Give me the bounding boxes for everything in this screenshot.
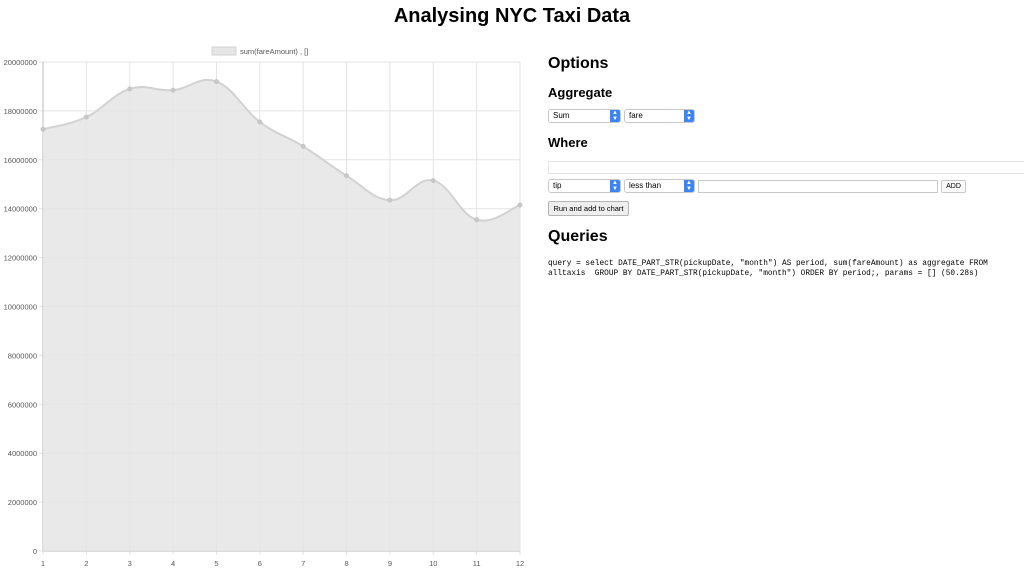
y-tick-label: 10000000	[4, 303, 37, 312]
x-tick-label: 10	[429, 559, 437, 568]
page-title: Analysing NYC Taxi Data	[393, 5, 631, 27]
aggregate-heading: Aggregate	[548, 85, 613, 100]
data-point	[214, 79, 219, 85]
data-point	[344, 173, 349, 179]
y-tick-label: 8000000	[8, 351, 37, 360]
where-operator-value: less than	[629, 181, 662, 190]
select-arrows-icon: ▲ ▼	[684, 180, 694, 192]
y-tick-label: 12000000	[4, 254, 37, 263]
x-tick-label: 8	[344, 559, 348, 568]
y-tick-label: 14000000	[4, 205, 37, 214]
series-area-fill	[43, 79, 520, 552]
add-condition-button[interactable]: ADD	[941, 180, 966, 193]
y-tick-label: 18000000	[4, 107, 37, 116]
y-tick-label: 0	[33, 547, 37, 556]
select-arrows-icon: ▲ ▼	[610, 110, 620, 122]
options-heading: Options	[548, 55, 609, 72]
y-tick-label: 16000000	[4, 156, 37, 165]
select-arrows-icon: ▲ ▼	[610, 180, 620, 192]
aggregate-field-select[interactable]: fare ▲ ▼	[624, 109, 695, 123]
series-line	[42, 79, 521, 222]
data-point	[170, 87, 176, 93]
where-field-value: tip	[553, 181, 562, 190]
data-point	[387, 197, 393, 203]
select-arrows-icon: ▲ ▼	[684, 110, 694, 122]
x-tick-label: 5	[214, 559, 218, 568]
x-tick-label: 11	[473, 559, 481, 568]
data-point	[300, 143, 306, 149]
data-point	[40, 126, 46, 132]
run-and-add-button[interactable]: Run and add to chart	[548, 201, 629, 216]
data-point	[257, 119, 263, 125]
where-field-select[interactable]: tip ▲ ▼	[548, 179, 621, 193]
x-tick-label: 7	[301, 559, 305, 568]
where-value-input[interactable]	[698, 180, 938, 193]
data-point	[127, 86, 133, 92]
x-tick-label: 12	[516, 559, 524, 568]
x-tick-label: 9	[388, 559, 392, 568]
queries-heading: Queries	[548, 228, 608, 245]
aggregate-field-value: fare	[629, 111, 643, 120]
legend-swatch	[211, 46, 237, 56]
aggregate-function-value: Sum	[553, 111, 570, 120]
data-point	[474, 217, 480, 223]
query-log-entry: query = select DATE_PART_STR(pickupDate,…	[548, 260, 993, 278]
y-tick-label: 2000000	[8, 498, 37, 507]
y-tick-label: 20000000	[4, 58, 37, 67]
x-tick-label: 2	[84, 559, 88, 568]
where-conditions-list	[548, 161, 1024, 174]
y-tick-label: 6000000	[8, 400, 37, 409]
x-tick-label: 3	[128, 559, 132, 568]
data-point	[517, 202, 523, 208]
legend-label: sum(fareAmount) , []	[240, 47, 308, 56]
aggregate-function-select[interactable]: Sum ▲ ▼	[548, 109, 621, 123]
chart-svg: 0200000040000006000000800000010000000120…	[4, 46, 524, 568]
x-tick-label: 1	[41, 559, 45, 568]
where-heading: Where	[548, 135, 588, 150]
data-point	[83, 114, 89, 120]
where-operator-select[interactable]: less than ▲ ▼	[624, 179, 695, 193]
data-point	[430, 178, 436, 184]
x-tick-label: 6	[258, 559, 262, 568]
x-tick-label: 4	[171, 559, 175, 568]
y-tick-label: 4000000	[8, 449, 37, 458]
fare-chart: 0 2000000 4000000 6000000 8000000 10000000 120…	[0, 40, 530, 576]
